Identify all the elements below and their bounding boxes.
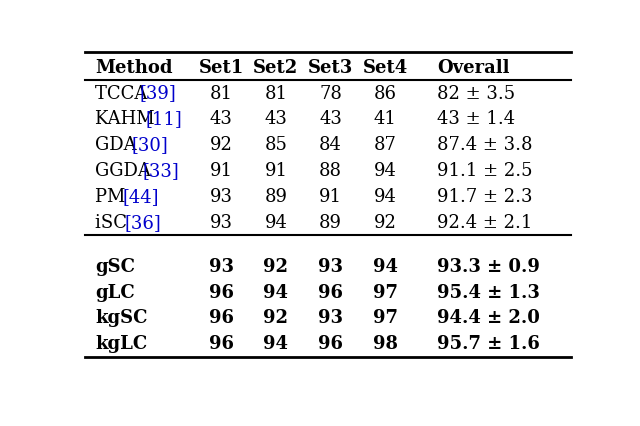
Text: 43 ± 1.4: 43 ± 1.4	[437, 110, 515, 128]
Text: 92: 92	[210, 136, 233, 154]
Text: iSC: iSC	[95, 213, 132, 231]
Text: Set3: Set3	[308, 58, 353, 77]
Text: [39]: [39]	[140, 84, 177, 102]
Text: 96: 96	[209, 309, 234, 327]
Text: 94: 94	[374, 187, 396, 205]
Text: PM: PM	[95, 187, 131, 205]
Text: 92: 92	[264, 309, 289, 327]
Text: 97: 97	[372, 283, 397, 301]
Text: Set1: Set1	[199, 58, 244, 77]
Text: GDA: GDA	[95, 136, 142, 154]
Text: 87.4 ± 3.8: 87.4 ± 3.8	[437, 136, 532, 154]
Text: Method: Method	[95, 58, 172, 77]
Text: 94: 94	[264, 334, 289, 352]
Text: [11]: [11]	[145, 110, 182, 128]
Text: 43: 43	[264, 110, 287, 128]
Text: 86: 86	[374, 84, 397, 102]
Text: 92.4 ± 2.1: 92.4 ± 2.1	[437, 213, 532, 231]
Text: 91.1 ± 2.5: 91.1 ± 2.5	[437, 162, 532, 180]
Text: 89: 89	[319, 213, 342, 231]
Text: 93: 93	[318, 309, 343, 327]
Text: 93: 93	[209, 257, 234, 275]
Text: [36]: [36]	[124, 213, 161, 231]
Text: 88: 88	[319, 162, 342, 180]
Text: 94: 94	[372, 257, 397, 275]
Text: 91: 91	[264, 162, 287, 180]
Text: 92: 92	[374, 213, 396, 231]
Text: 97: 97	[372, 309, 397, 327]
Text: 78: 78	[319, 84, 342, 102]
Text: 95.4 ± 1.3: 95.4 ± 1.3	[437, 283, 540, 301]
Text: 89: 89	[264, 187, 287, 205]
Text: [30]: [30]	[132, 136, 168, 154]
Text: 96: 96	[209, 283, 234, 301]
Text: 82 ± 3.5: 82 ± 3.5	[437, 84, 515, 102]
Text: kgLC: kgLC	[95, 334, 147, 352]
Text: 94.4 ± 2.0: 94.4 ± 2.0	[437, 309, 540, 327]
Text: 93.3 ± 0.9: 93.3 ± 0.9	[437, 257, 540, 275]
Text: 91: 91	[319, 187, 342, 205]
Text: [33]: [33]	[143, 162, 179, 180]
Text: 96: 96	[318, 334, 343, 352]
Text: kgSC: kgSC	[95, 309, 147, 327]
Text: 41: 41	[374, 110, 396, 128]
Text: gLC: gLC	[95, 283, 134, 301]
Text: 94: 94	[264, 213, 287, 231]
Text: Set4: Set4	[362, 58, 408, 77]
Text: 81: 81	[210, 84, 233, 102]
Text: 91: 91	[210, 162, 233, 180]
Text: 94: 94	[264, 283, 289, 301]
Text: GGDA: GGDA	[95, 162, 157, 180]
Text: 81: 81	[264, 84, 287, 102]
Text: 93: 93	[318, 257, 343, 275]
Text: 94: 94	[374, 162, 396, 180]
Text: 93: 93	[210, 213, 233, 231]
Text: 96: 96	[209, 334, 234, 352]
Text: 92: 92	[264, 257, 289, 275]
Text: KAHM: KAHM	[95, 110, 160, 128]
Text: Overall: Overall	[437, 58, 509, 77]
Text: 43: 43	[210, 110, 233, 128]
Text: 98: 98	[372, 334, 397, 352]
Text: 87: 87	[374, 136, 396, 154]
Text: [44]: [44]	[123, 187, 159, 205]
Text: gSC: gSC	[95, 257, 135, 275]
Text: TCCA: TCCA	[95, 84, 153, 102]
Text: 85: 85	[264, 136, 287, 154]
Text: 95.7 ± 1.6: 95.7 ± 1.6	[437, 334, 540, 352]
Text: 93: 93	[210, 187, 233, 205]
Text: 43: 43	[319, 110, 342, 128]
Text: 96: 96	[318, 283, 343, 301]
Text: Set2: Set2	[253, 58, 298, 77]
Text: 91.7 ± 2.3: 91.7 ± 2.3	[437, 187, 532, 205]
Text: 84: 84	[319, 136, 342, 154]
